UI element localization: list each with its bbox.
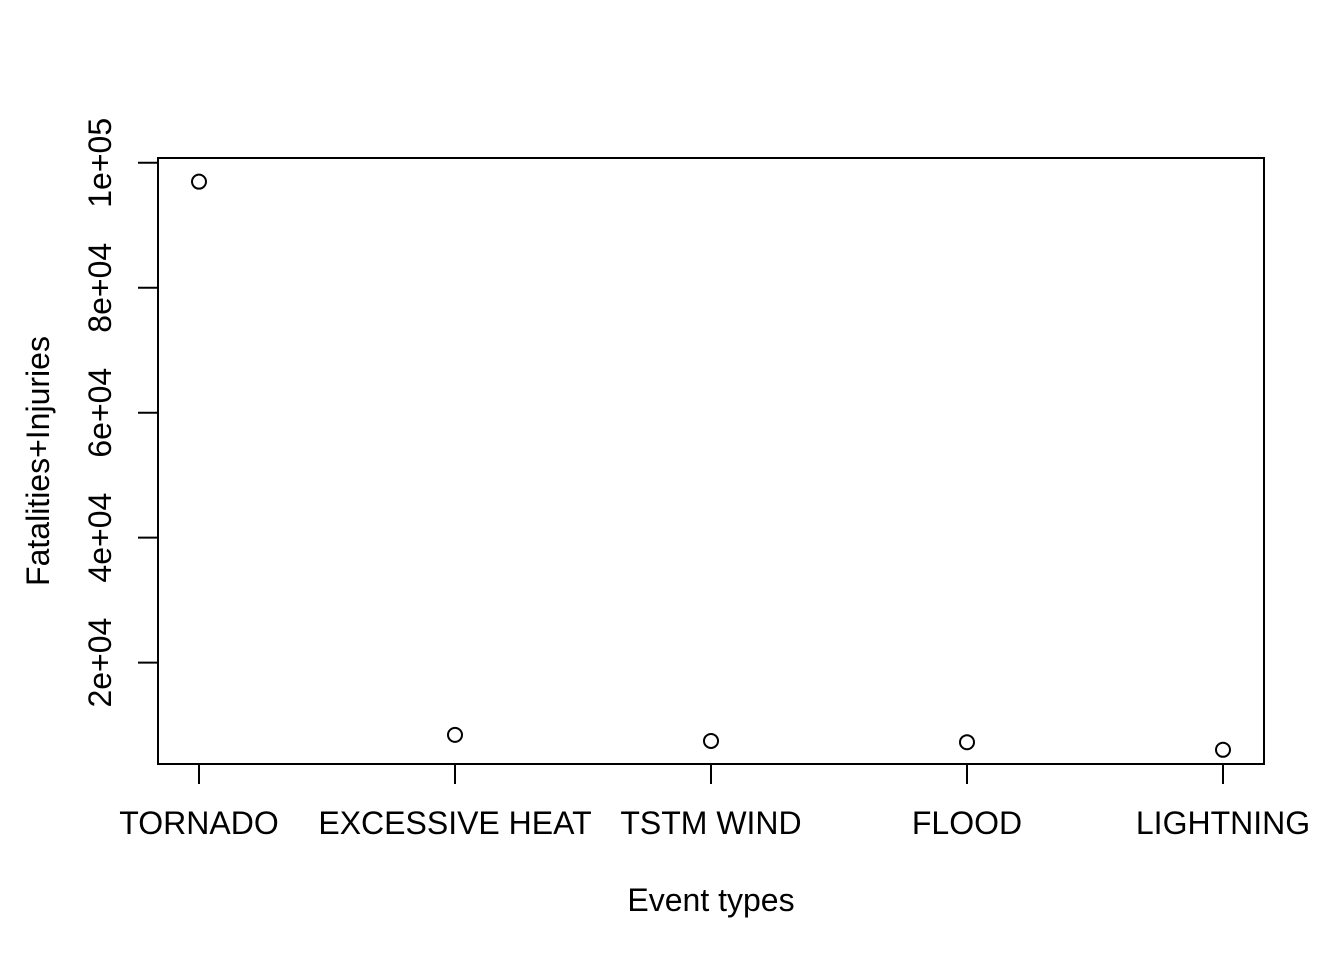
data-points <box>191 173 1231 758</box>
data-point <box>191 173 207 190</box>
x-axis-title: Event types <box>627 882 794 918</box>
y-tick-label: 8e+04 <box>82 243 118 333</box>
data-point <box>447 726 463 743</box>
y-tick-label: 2e+04 <box>82 618 118 708</box>
y-tick-label: 4e+04 <box>82 493 118 583</box>
x-tick-label: TSTM WIND <box>620 805 801 841</box>
x-axis: TORNADO EXCESSIVE HEAT TSTM WIND FLOOD LIGHT… <box>119 763 1310 841</box>
x-tick-label: TORNADO <box>119 805 278 841</box>
y-axis: 2e+04 4e+04 6e+04 8e+04 1e+05 <box>82 118 159 708</box>
plot-area-border <box>157 157 1265 765</box>
data-point <box>959 734 975 751</box>
data-point <box>1215 741 1231 758</box>
x-tick-label: EXCESSIVE HEAT <box>318 805 591 841</box>
y-tick-label: 6e+04 <box>82 368 118 458</box>
x-tick-label: LIGHTNING <box>1136 805 1310 841</box>
x-tick-label: FLOOD <box>912 805 1022 841</box>
data-point <box>703 732 719 749</box>
y-tick-label: 1e+05 <box>82 118 118 208</box>
y-axis-title: Fatalities+Injuries <box>20 336 56 586</box>
